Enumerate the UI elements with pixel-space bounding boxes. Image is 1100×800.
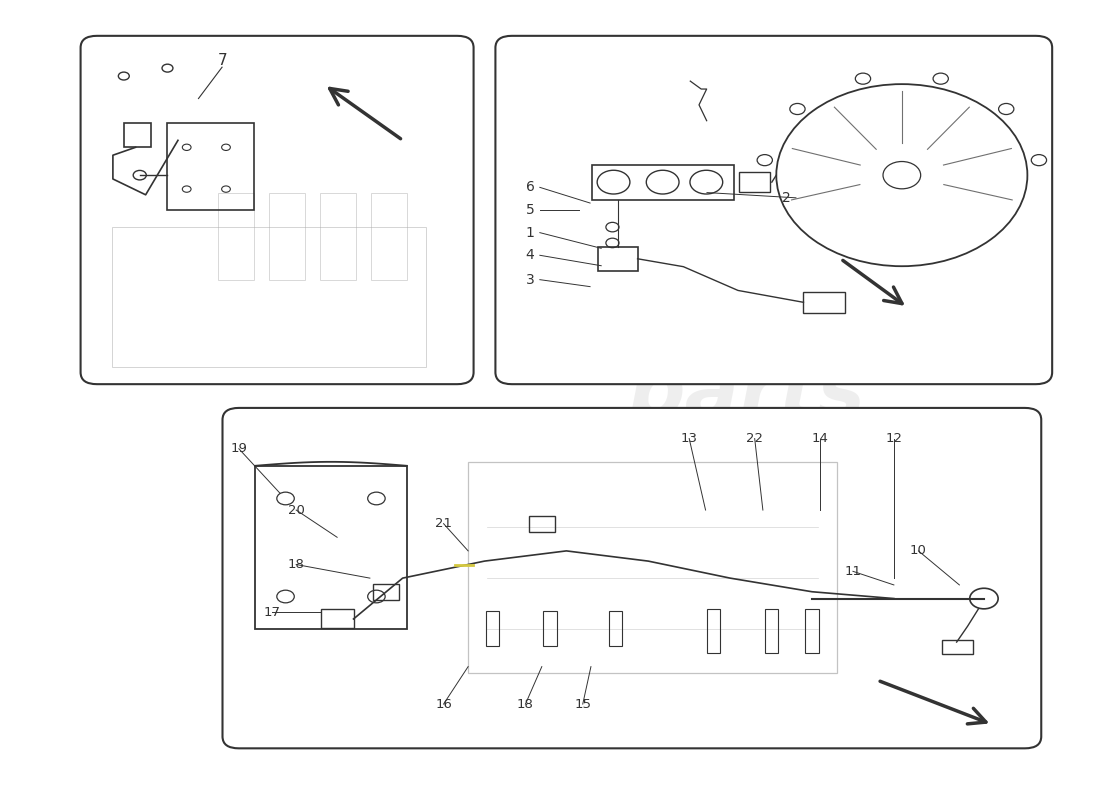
Bar [112,227,427,366]
Text: 14: 14 [812,432,828,445]
Text: 18: 18 [517,698,534,710]
Bar [124,123,152,147]
Text: 10: 10 [910,544,927,558]
Bar [592,165,734,199]
FancyBboxPatch shape [80,36,474,384]
Bar [529,516,554,531]
Bar [609,610,623,646]
Bar [469,462,837,674]
Text: 16: 16 [436,698,452,710]
Text: 7: 7 [218,53,227,68]
Bar [167,123,253,210]
Bar [707,610,721,653]
Text: euro
car
parts: euro car parts [627,176,866,434]
Text: 6: 6 [526,180,535,194]
Bar [486,610,499,646]
Bar [372,193,407,280]
Text: since 1985: since 1985 [793,460,962,530]
Bar [543,610,557,646]
FancyBboxPatch shape [495,36,1053,384]
Bar [739,172,770,193]
Text: 5: 5 [526,203,535,217]
Text: 19: 19 [230,442,248,455]
Bar [255,466,407,629]
Text: 12: 12 [886,432,902,445]
Text: 11: 11 [845,565,861,578]
Text: 17: 17 [263,606,280,618]
Bar [764,610,778,653]
Bar [320,193,355,280]
Text: 22: 22 [746,432,763,445]
Text: 18: 18 [288,558,305,571]
Text: 20: 20 [288,503,305,517]
Text: 1: 1 [526,226,535,240]
Bar [803,292,845,313]
Text: 15: 15 [574,698,591,710]
Text: 13: 13 [681,432,697,445]
Bar [805,610,818,653]
Bar [943,640,974,654]
Text: 21: 21 [436,517,452,530]
Text: 3: 3 [526,273,535,286]
Bar [598,247,638,270]
Text: 4: 4 [526,248,535,262]
FancyBboxPatch shape [222,408,1042,748]
Text: 2: 2 [782,191,791,205]
Bar [218,193,253,280]
Bar [270,193,305,280]
Bar [373,584,399,600]
Text: a passion for parts: a passion for parts [399,591,635,652]
Bar [321,610,353,629]
